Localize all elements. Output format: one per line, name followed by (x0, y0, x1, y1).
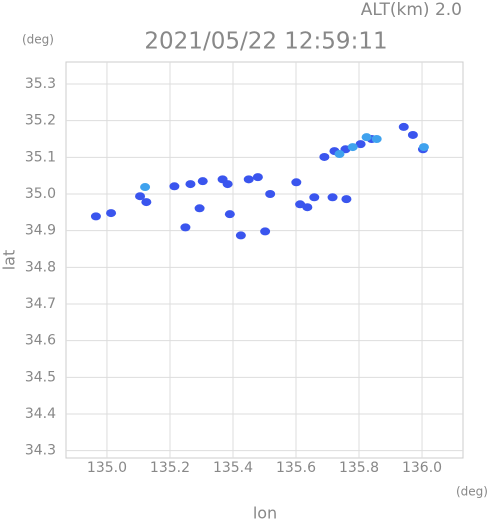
echo-cell (197, 177, 208, 186)
echo-cell (309, 193, 320, 202)
x-tick-label: 136.0 (402, 460, 442, 476)
x-unit: (deg) (456, 485, 488, 499)
plot-frame (65, 61, 464, 459)
echo-cell (243, 175, 254, 184)
echo-cell (135, 192, 146, 201)
echo-cell (407, 130, 418, 139)
chart-title: 2021/05/22 12:59:11 (144, 29, 387, 55)
y-tick-label: 35.3 (25, 76, 56, 92)
y-tick-label: 34.9 (25, 223, 56, 239)
y-tick-label: 34.4 (25, 406, 56, 422)
echo-cell (265, 190, 276, 198)
y-axis-label: lat (0, 250, 19, 271)
y-tick-label: 34.3 (25, 443, 56, 459)
x-axis-label: lon (253, 504, 277, 522)
echo-cell (169, 182, 180, 191)
echo-cell (341, 195, 352, 204)
echo-cell (106, 209, 117, 218)
y-tick-label: 35.1 (25, 149, 56, 165)
echo-cell (291, 178, 302, 187)
echo-cell (355, 140, 366, 149)
echo-cell (224, 210, 235, 219)
echo-cell (327, 193, 338, 202)
echo-cell (185, 180, 196, 189)
echo-cell (361, 133, 372, 142)
echo-cell (371, 135, 382, 143)
echo-cell (140, 183, 151, 192)
echo-cell (302, 203, 313, 212)
y-tick-label: 34.7 (25, 296, 56, 312)
echo-cell (347, 143, 358, 152)
echo-cell (418, 143, 429, 152)
echo-cell (260, 227, 271, 236)
x-tick-label: 135.6 (276, 460, 316, 476)
x-tick-label: 135.2 (150, 460, 190, 476)
y-unit: (deg) (22, 33, 54, 47)
echo-cell (235, 231, 246, 240)
x-tick-label: 135.4 (213, 460, 253, 476)
x-tick-label: 135.0 (87, 460, 127, 476)
y-tick-label: 34.8 (25, 259, 56, 275)
echo-cell (222, 180, 233, 189)
x-tick-label: 135.8 (339, 460, 379, 476)
echo-cell (141, 198, 152, 207)
echo-cell (180, 223, 191, 232)
subtitle: ALT(km) 2.0 (361, 0, 462, 20)
echo-cell (319, 152, 330, 161)
y-tick-label: 34.6 (25, 333, 56, 349)
echo-cell (252, 173, 263, 182)
echo-cell (194, 204, 205, 213)
echo-cell (90, 212, 101, 221)
echo-cell (398, 122, 409, 131)
y-tick-label: 35.2 (25, 113, 56, 129)
echo-cell (334, 150, 345, 159)
y-tick-label: 34.5 (25, 369, 56, 385)
y-tick-label: 35.0 (25, 186, 56, 202)
